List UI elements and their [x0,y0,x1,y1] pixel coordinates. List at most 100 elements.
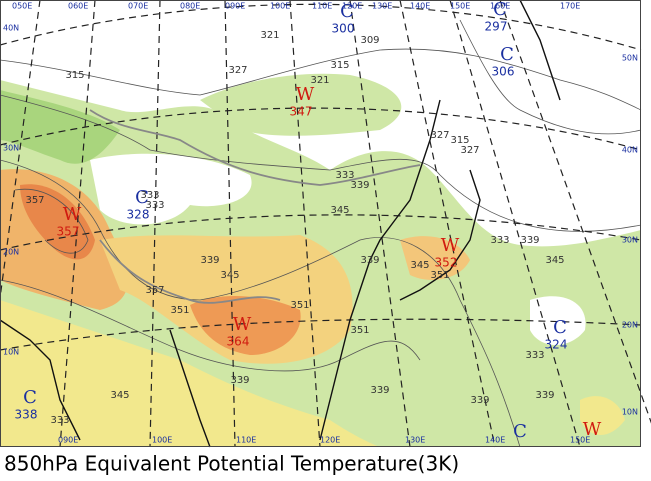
meridian [349,0,411,448]
lat-label: 30N [622,236,638,245]
contour-label: 315 [65,70,84,81]
coastline [169,329,211,448]
warm-band [0,90,120,164]
meridian [149,0,161,448]
contour-label: 345 [330,205,349,216]
contour-label: 327 [460,145,479,156]
border [89,109,421,186]
center-value: 352 [435,256,458,270]
contour-label: 351 [290,300,309,311]
contour-label: 339 [360,255,379,266]
lon-label: 060E [68,2,88,11]
contour [0,159,521,448]
meridian [224,0,236,448]
lon-label: 100E [270,2,290,11]
lat-label: 20N [3,248,19,257]
meridian [449,0,581,448]
lon-label: 150E [450,2,470,11]
meridian [399,0,496,448]
contour-label: 339 [200,255,219,266]
cold-region [530,296,586,345]
contour [14,188,89,254]
contour-label: 339 [370,385,389,396]
lon-label: 160E [490,2,510,11]
contour-label: 327 [228,65,247,76]
lat-label: 10N [622,408,638,417]
hot-region [190,295,301,355]
cold-region [90,153,252,225]
lon-label: 170E [560,2,580,11]
lon-label: 140E [410,2,430,11]
map-frame [0,0,641,447]
caption: 850hPa Equivalent Potential Temperature(… [4,452,459,476]
contour-label: 345 [110,390,129,401]
center-letter: C [340,1,354,22]
center-letter: W [233,314,252,335]
lon-label: 130E [372,2,392,11]
contour-label: 333 [335,170,354,181]
contour-label: 339 [535,390,554,401]
contour-label: 333 [490,235,509,246]
center-letter: W [441,235,460,256]
parallel [0,3,642,51]
lat-label: 50N [622,54,638,63]
coastline [399,169,481,301]
lat-label: 20N [622,321,638,330]
contour-label: 315 [330,60,349,71]
lon-label: 150E [570,436,590,445]
contour-label: 309 [360,35,379,46]
lon-label: 050E [12,2,32,11]
lon-label: 130E [405,436,425,445]
lon-label: 090E [225,2,245,11]
contour-label: 345 [545,255,564,266]
lon-label: 140E [485,436,505,445]
contour-label: 351 [350,325,369,336]
contour [459,19,642,135]
parallel [0,318,642,351]
lon-label: 080E [180,2,200,11]
center-value: 357 [57,225,80,239]
meridian [289,0,321,448]
contour-label: 351 [170,305,189,316]
contour-label: 333 [525,350,544,361]
contour-label: 357 [145,285,164,296]
center-letter: C [493,0,507,20]
contour-label: 315 [450,135,469,146]
center-letter: C [135,187,149,208]
contour-label: 321 [310,75,329,86]
warm-region [580,396,625,435]
coastline [319,99,441,441]
contour-label: 357 [25,195,44,206]
center-value: 306 [492,65,515,79]
contour [0,48,642,111]
contour-label: 327 [430,130,449,141]
contour-label: 351 [430,270,449,281]
graticule [0,0,651,448]
lon-label: 100E [152,436,172,445]
center-letter: C [553,317,567,338]
contours [0,19,642,448]
center-letter: W [63,204,82,225]
parallel [0,214,642,251]
lat-label: 30N [3,144,19,153]
center-value: 297 [485,20,508,34]
center-value: 328 [127,208,150,222]
center-letter: C [513,421,527,442]
contour [0,94,642,232]
lon-label: 110E [236,436,256,445]
contour [0,279,421,372]
contour-label: 333 [145,200,164,211]
coastlines [0,0,561,448]
contour-label: 339 [520,235,539,246]
lat-label: 40N [3,24,19,33]
lon-label: 090E [58,436,78,445]
center-letter: C [23,387,37,408]
contour-label: 339 [230,375,249,386]
meridian [59,0,96,448]
parallel [0,107,642,151]
contour-label: 339 [470,395,489,406]
contour-label: 345 [410,260,429,271]
contour-label: 333 [50,415,69,426]
